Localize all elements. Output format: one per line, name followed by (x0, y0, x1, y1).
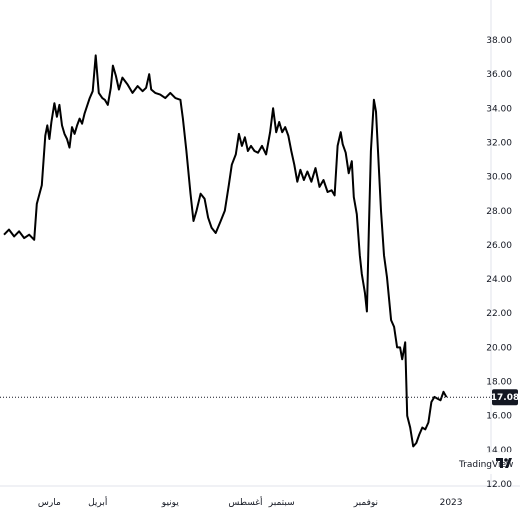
x-tick-label: أبريل (88, 496, 107, 508)
y-tick-label: 14.00 (486, 446, 512, 456)
y-tick-label: 20.00 (486, 343, 512, 353)
y-tick-label: 26.00 (486, 241, 512, 251)
tradingview-logo-icon (496, 458, 512, 468)
x-tick-label: سبتمبر (268, 498, 295, 508)
last-price-badge-group: 17.08 (491, 389, 519, 406)
price-series-line-0[interactable] (3, 54, 448, 448)
watermark-background (452, 452, 514, 474)
y-tick-label: 38.00 (486, 36, 512, 46)
y-tick-label: 36.00 (486, 70, 512, 80)
y-tick-label: 30.00 (486, 173, 512, 183)
last-price-badge-label: 17.08 (491, 393, 519, 403)
y-tick-label: 16.00 (486, 412, 512, 422)
x-tick-label: أغسطس (228, 496, 262, 508)
x-tick-label: مارس (38, 498, 61, 508)
time-axis[interactable]: مارس أبريل يونيو أغسطس سبتمبر نوفمبر 2023 (38, 496, 463, 508)
last-price-badge (492, 389, 518, 406)
price-axis[interactable]: 38.00 36.00 34.00 32.00 30.00 28.00 26.00 24.00… (486, 36, 512, 490)
plot-area[interactable] (0, 54, 491, 448)
x-tick-label: نوفمبر (353, 498, 378, 508)
y-tick-label: 34.00 (486, 104, 512, 114)
y-tick-label: 24.00 (486, 275, 512, 285)
x-tick-label: 2023 (440, 498, 463, 508)
y-tick-label: 32.00 (486, 138, 512, 148)
x-tick-label: يونيو (161, 498, 180, 508)
tradingview-watermark[interactable]: TradingView (452, 452, 514, 474)
y-tick-label: 22.00 (486, 309, 512, 319)
y-tick-label: 28.00 (486, 207, 512, 217)
watermark-label: TradingView (458, 460, 513, 470)
y-tick-label: 18.00 (486, 378, 512, 388)
y-tick-label: 12.00 (486, 480, 512, 490)
